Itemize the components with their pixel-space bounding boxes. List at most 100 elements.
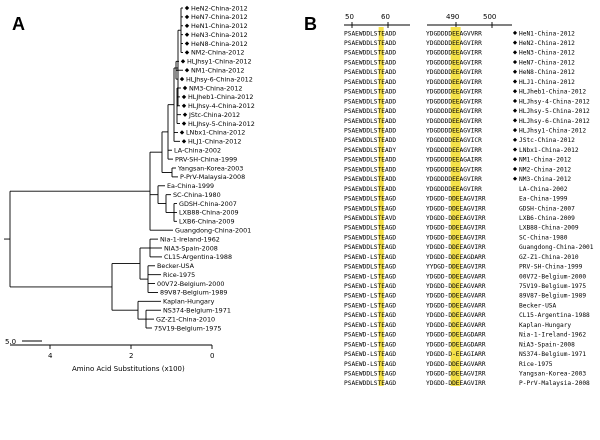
diamond-marker-icon [512,30,518,35]
diamond-marker-icon [180,59,186,64]
leaf-label: GDSH-China-2007 [179,200,237,208]
sequence-left: PSAEWD-LSTEAGD [344,312,396,319]
sequence-left: PSAEWD-LSTEAGD [344,361,396,368]
leaf-label: HLJhsy-6-China-2012 [186,75,253,83]
leaf-label: SC-China-1980 [173,191,221,199]
leaf-label: LXB88-China-2009 [179,209,239,217]
strain-label: Kaplan-Hungary [519,322,571,329]
sequence-right: YDGDD-DDEEAGVIRR [426,215,486,222]
sequence-right: YDGDDDDEEAGAIRR [426,157,482,164]
sequence-left: PSAEWDDLSTEADD [344,79,396,86]
sequence-left: PSAEWD-LSTEAGD [344,341,396,348]
sequence-left: PSAEWD-LSTEAGD [344,302,396,309]
strain-label: P-PrV-Malaysia-2008 [519,380,590,387]
diamond-marker-icon [512,50,518,55]
diamond-marker-icon [512,157,518,162]
diamond-marker-icon [512,89,518,94]
sequence-left: PSAEWDDLSTEADD [344,50,396,57]
sequence-left: PSAEWDDLSTEADD [344,128,396,135]
leaf-label: NIA3-Spain-2008 [164,244,218,252]
sequence-left: PSAEWDDLSTEAGD [344,234,396,241]
diamond-marker-icon [512,79,518,84]
strain-label: CL15-Argentina-1988 [519,312,590,319]
sequence-right: YDGDDDDEEAGVIRR [426,186,482,193]
sequence-right: YDGDD-DDEEAGVARR [426,312,486,319]
leaf-label: 00V72-Belgium-2000 [157,280,224,288]
diamond-marker-icon [179,76,185,82]
strain-label: NM3-China-2012 [519,176,571,183]
sequence-left: PSAEWD-LSTEAGD [344,322,396,329]
diamond-marker-icon [181,103,187,108]
strain-label: Yangsan-Korea-2003 [519,371,586,378]
leaf-label: 89V87-Belgium-1989 [160,289,227,297]
axis-label: Amino Acid Substitutions (x100) [72,365,185,373]
sequence-right: YDGDDDDEEAGVIRR [426,79,482,86]
diamond-marker-icon [181,94,187,100]
panel-b-letter: B [304,14,317,34]
leaf-label: HeN7-China-2012 [191,13,248,21]
sequence-left: PSAEWD-LSTEAGD [344,273,396,280]
sequence-right: YDGDD-DDEEAGVARR [426,361,486,368]
sequence-right: YDGDD-DDEEAGVIRR [426,234,486,241]
sequence-left: PSAEWDDLSTEADD [344,59,396,66]
axis-tick-label: 0 [210,352,214,360]
scale-bar-label: 5.0 [5,338,16,346]
sequence-left: PSAEWDDLSTEADD [344,166,396,173]
diamond-marker-icon [184,14,190,20]
leaf-label: NM1-China-2012 [191,67,245,75]
leaf-label: Ea-China-1999 [167,182,214,190]
strain-label: SC-China-1980 [519,234,568,241]
diamond-marker-icon [512,176,518,181]
sequence-right: YYDGD-DDEEAGVIRR [426,264,486,271]
diamond-marker-icon [512,69,518,74]
sequence-right: YDGDD-DDEEAGVIRR [426,380,486,387]
ruler-label: 490 [446,13,459,21]
sequence-left: PSAEWD-LSTEAGD [344,351,396,358]
diamond-marker-icon [512,108,518,113]
leaf-label: HLJhsy-4-China-2012 [188,102,255,110]
sequence-left: PSAEWDDLSTEADD [344,176,396,183]
sequence-left: PSAEWD-LSTEAGD [344,293,396,300]
leaf-label: Yangsan-Korea-2003 [177,164,243,172]
sequence-right: YDGDD-DDEEAGDARR [426,332,486,339]
sequence-left: PSAEWDDLSTEADD [344,118,396,125]
sequence-right: YDGDD-DDEEAGVIRR [426,205,486,212]
strain-label: HeN8-China-2012 [519,69,575,76]
diamond-marker-icon [181,139,187,144]
strain-label: HLJhsy-4-China-2012 [519,98,590,105]
diamond-marker-icon [181,121,187,126]
leaf-label: HeN3-China-2012 [191,31,248,39]
strain-label: LA-China-2002 [519,186,568,193]
sequence-left: PSAEWDDLSTEADD [344,108,396,115]
leaf-label: HLJ1-China-2012 [188,138,241,146]
alignment-rows: PSAEWDDLSTEADD YDGDDDDEEAGVVRR HeN1-China-… [344,30,594,387]
strain-label: HLJ1-China-2012 [519,79,575,86]
strain-label: Becker-USA [519,302,557,309]
strain-label: 89V87-Belgium-1989 [519,293,586,300]
axis-tick-label: 2 [129,352,133,360]
strain-label: Guangdong-China-2001 [519,244,594,251]
sequence-left: PSAEWDDLSTEAGD [344,196,396,203]
leaf-label: CL15-Argentina-1988 [164,253,232,261]
ruler-label: 50 [345,13,354,21]
leaf-label: Nia-1-Ireland-1962 [160,235,220,243]
strain-label: GDSH-China-2007 [519,205,575,212]
sequence-left: PSAEWDDLSTEADD [344,69,396,76]
leaf-label: Rice-1975 [163,271,195,279]
sequence-left: PSAEWD-LSTEAGD [344,283,396,290]
diamond-marker-icon [184,5,190,11]
sequence-left: PSAEWD-LSTEAGD [344,332,396,339]
leaf-label: HLJhsy1-China-2012 [187,58,252,66]
strain-label: HLJhsy-5-China-2012 [519,108,590,115]
leaf-label: P-PrV-Malaysia-2008 [180,173,245,181]
leaf-label: PRV-SH-China-1999 [175,155,237,163]
leaf-label: 75V19-Belgium-1975 [154,324,221,332]
strain-label: Ea-China-1999 [519,196,568,203]
sequence-right: YDGDD-DDEEAGDARR [426,254,486,261]
strain-label: HLJheb1-China-2012 [519,89,586,96]
diamond-marker-icon [512,40,518,45]
leaf-label: LXB6-China-2009 [179,218,235,226]
sequence-left: PSAEWDDLSTEAGD [344,225,396,232]
strain-label: 75V19-Belgium-1975 [519,283,586,290]
